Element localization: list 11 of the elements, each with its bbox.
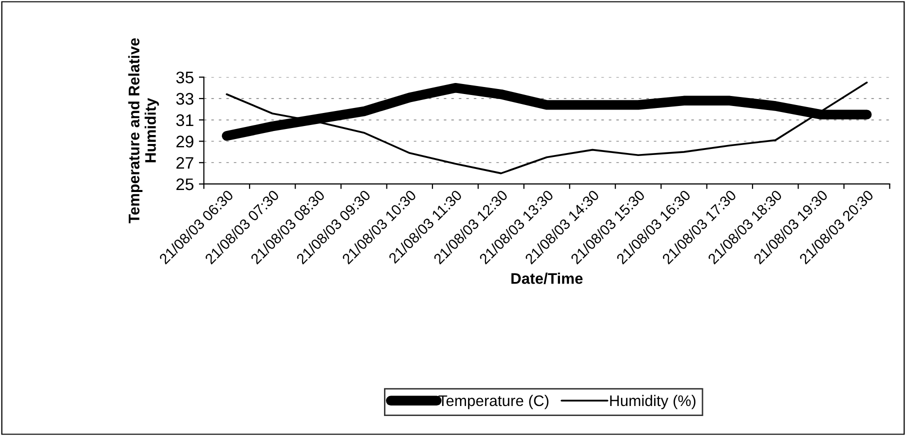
y-tick-label: 35	[176, 72, 194, 84]
y-tick-label: 27	[176, 157, 194, 169]
y-tick-label: 25	[176, 178, 194, 190]
legend-label: Temperature (C)	[438, 394, 548, 410]
line-series	[226, 82, 868, 174]
y-tick-label: 33	[176, 92, 194, 105]
x-axis-title: Date/Time	[511, 272, 583, 284]
y-axis-title: Temperature and Relative Humidity	[128, 38, 159, 224]
y-tick-label: 31	[176, 114, 194, 126]
legend-label: Humidity (%)	[610, 394, 696, 410]
y-tick-label: 29	[176, 136, 194, 148]
